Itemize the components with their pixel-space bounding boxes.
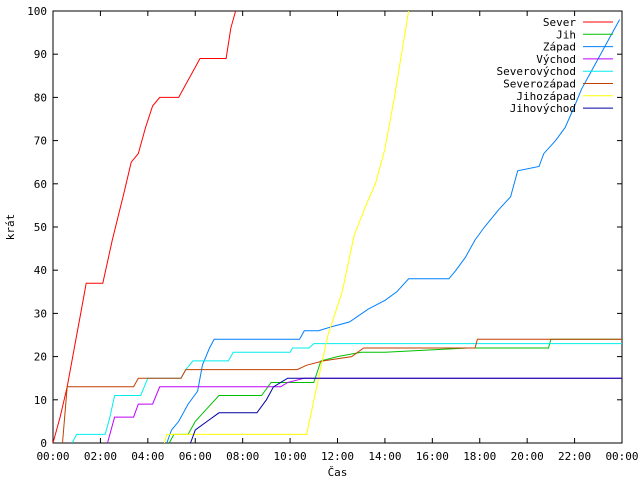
y-tick-label: 100 xyxy=(27,5,47,18)
legend-label: Severozápad xyxy=(503,78,576,91)
x-tick-label: 12:00 xyxy=(321,450,354,463)
y-tick-label: 30 xyxy=(34,307,47,320)
x-tick-label: 08:00 xyxy=(226,450,259,463)
legend-label: Jih xyxy=(556,28,576,41)
x-tick-label: 04:00 xyxy=(131,450,164,463)
legend-label: Severovýchod xyxy=(497,65,576,78)
x-tick-label: 02:00 xyxy=(84,450,117,463)
legend-label: Jihozápad xyxy=(516,90,576,103)
y-tick-label: 90 xyxy=(34,48,47,61)
legend: SeverJihZápadVýchodSeverovýchodSeverozáp… xyxy=(497,16,613,115)
x-tick-label: 00:00 xyxy=(36,450,69,463)
series-line-2 xyxy=(168,338,622,443)
y-tick-label: 20 xyxy=(34,351,47,364)
x-tick-label: 10:00 xyxy=(274,450,307,463)
x-tick-label: 14:00 xyxy=(368,450,401,463)
series-line-8 xyxy=(190,377,622,443)
legend-label: Jihovýchod xyxy=(510,102,576,115)
x-tick-label: 20:00 xyxy=(511,450,544,463)
series-line-4 xyxy=(107,377,622,443)
legend-label: Východ xyxy=(536,53,576,66)
y-tick-label: 0 xyxy=(40,437,47,450)
y-tick-label: 80 xyxy=(34,91,47,104)
series-line-6 xyxy=(62,338,622,443)
axis-ticks: 0 10 20 30 40 50 60 70 80 90 100 00:00 02:00 04:00 06:… xyxy=(27,5,638,463)
x-tick-label: 06:00 xyxy=(179,450,212,463)
series-line-3 xyxy=(166,19,621,443)
x-tick-label: 16:00 xyxy=(416,450,449,463)
x-tick-label: 22:00 xyxy=(558,450,591,463)
y-tick-label: 10 xyxy=(34,394,47,407)
series-line-1 xyxy=(53,11,237,443)
legend-label: Západ xyxy=(543,41,576,54)
y-tick-label: 50 xyxy=(34,221,47,234)
y-tick-label: 60 xyxy=(34,178,47,191)
y-tick-label: 40 xyxy=(34,264,47,277)
x-tick-label: 18:00 xyxy=(463,450,496,463)
y-tick-label: 70 xyxy=(34,135,47,148)
series-line-5 xyxy=(71,343,622,443)
legend-label: Sever xyxy=(543,16,576,29)
y-axis-title: krát xyxy=(4,214,17,241)
x-axis-title: Čas xyxy=(328,466,348,479)
series-lines xyxy=(53,11,622,443)
series-line-7 xyxy=(163,11,410,443)
x-tick-label: 00:00 xyxy=(605,450,638,463)
